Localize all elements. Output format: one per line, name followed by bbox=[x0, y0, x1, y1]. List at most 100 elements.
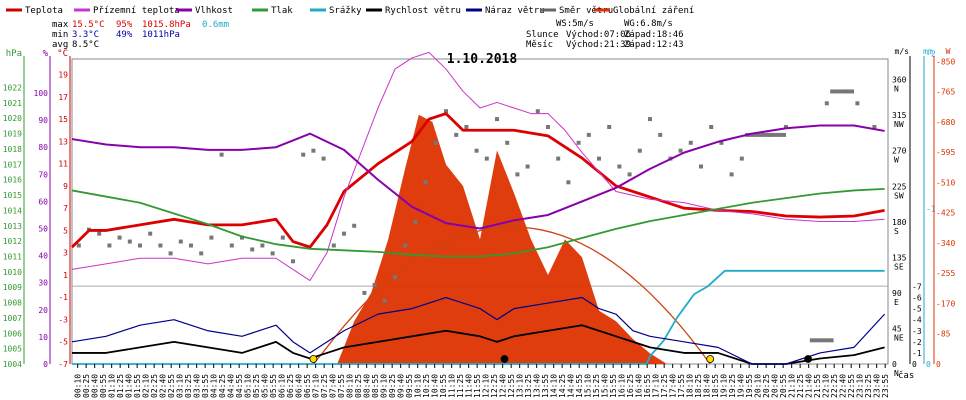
wind-direction-point bbox=[301, 152, 306, 157]
left-tick-label: 5 bbox=[63, 226, 68, 235]
wind-direction-point bbox=[607, 125, 612, 129]
stats-wg: WG:6.8m/s bbox=[624, 19, 673, 29]
direction-tick-name: SE bbox=[894, 262, 904, 271]
x-tick-label: 17:55 bbox=[677, 374, 686, 398]
x-tick-label: 05:25 bbox=[252, 374, 261, 398]
right-tick-label: -340 bbox=[936, 239, 955, 248]
x-tick-label: 08:25 bbox=[354, 374, 363, 398]
plot-area bbox=[71, 51, 889, 365]
left-tick-label: -7 bbox=[58, 360, 68, 369]
x-tick-label: 08:10 bbox=[346, 374, 355, 398]
right-tick-label: -6 bbox=[912, 294, 922, 303]
wind-direction-point bbox=[352, 223, 357, 228]
x-tick-label: 01:10 bbox=[108, 374, 117, 398]
legend-label: Teplota bbox=[25, 6, 63, 16]
x-tick-label: 04:10 bbox=[210, 374, 219, 398]
stats-row-label: max bbox=[52, 20, 69, 30]
left-axis-unit: hPa bbox=[6, 49, 22, 59]
wind-direction-point bbox=[311, 148, 316, 153]
series-line bbox=[71, 187, 885, 258]
x-tick-label: 08:40 bbox=[363, 374, 372, 398]
right-axis-unit: m/s bbox=[895, 47, 910, 56]
wind-direction-point bbox=[209, 235, 214, 240]
right-tick-label: -4 bbox=[912, 316, 922, 325]
left-tick-label: 1016 bbox=[3, 176, 22, 185]
x-tick-label: 09:10 bbox=[380, 374, 389, 398]
left-tick-label: 1005 bbox=[3, 345, 22, 354]
x-tick-label: 15:55 bbox=[609, 374, 618, 398]
left-tick-label: 19 bbox=[58, 71, 68, 80]
x-tick-label: 13:55 bbox=[541, 374, 550, 398]
left-axis-unit: °C bbox=[57, 49, 68, 59]
direction-tick-label: 270 bbox=[892, 147, 907, 156]
left-tick-label: 15 bbox=[58, 115, 68, 124]
direction-tick-label: 45 bbox=[892, 324, 902, 333]
x-tick-label: 10:40 bbox=[431, 374, 440, 398]
wind-direction-point bbox=[260, 243, 265, 248]
wind-direction-point bbox=[525, 164, 530, 169]
clear-sky-radiation-curve bbox=[312, 226, 711, 365]
x-tick-label: 09:40 bbox=[397, 374, 406, 398]
right-tick-label: -510 bbox=[936, 178, 955, 187]
x-tick-label: 20:55 bbox=[779, 374, 788, 398]
x-tick-label: 22:10 bbox=[822, 374, 831, 398]
x-tick-label: 00:55 bbox=[99, 374, 108, 398]
series-line bbox=[71, 124, 885, 230]
wind-direction-point bbox=[158, 243, 163, 248]
left-tick-label: 1014 bbox=[3, 206, 22, 215]
x-tick-label: 18:55 bbox=[711, 374, 720, 398]
x-tick-label: 16:10 bbox=[618, 374, 627, 398]
x-tick-label: 17:40 bbox=[669, 374, 678, 398]
legend-label: Směr větru bbox=[559, 6, 613, 16]
left-tick-label: 10 bbox=[38, 333, 48, 342]
stats-value-press: 1011hPa bbox=[142, 30, 180, 40]
left-tick-label: 100 bbox=[34, 89, 49, 98]
right-tick-label: -3 bbox=[912, 327, 922, 336]
wind-direction-point bbox=[250, 247, 255, 252]
x-tick-label: 03:55 bbox=[201, 374, 210, 398]
x-tick-label: 16:55 bbox=[643, 374, 652, 398]
wind-direction-point bbox=[872, 125, 877, 129]
wind-direction-point bbox=[515, 172, 520, 177]
wind-direction-point bbox=[739, 156, 744, 161]
wind-direction-point bbox=[505, 140, 510, 145]
left-axes: hPa1022102110201019101810171016101510141… bbox=[3, 49, 71, 369]
x-tick-label: 14:55 bbox=[575, 374, 584, 398]
stats-value-rain: 0.6mm bbox=[202, 20, 229, 30]
right-tick-label: -425 bbox=[936, 209, 955, 218]
x-tick-label: 15:40 bbox=[601, 374, 610, 398]
wind-direction-point bbox=[474, 148, 479, 153]
x-tick-label: 19:10 bbox=[720, 374, 729, 398]
stats-panel: max 15.5°C 95% 1015.8hPa 0.6mm min 3.3°C 49% 101… bbox=[52, 19, 684, 50]
wind-direction-point bbox=[454, 132, 459, 137]
x-tick-label: 13:40 bbox=[533, 374, 542, 398]
wind-direction-point bbox=[709, 125, 714, 129]
x-tick-label: 07:55 bbox=[337, 374, 346, 398]
direction-tick-label: 360 bbox=[892, 76, 907, 85]
series-line bbox=[72, 269, 885, 365]
wind-direction-point bbox=[168, 251, 173, 256]
x-tick-label: 18:25 bbox=[694, 374, 703, 398]
x-tick-label: 04:40 bbox=[227, 374, 236, 398]
wind-direction-point bbox=[178, 239, 183, 244]
x-tick-label: 01:25 bbox=[116, 374, 125, 398]
right-tick-label: 0 bbox=[936, 360, 941, 369]
sun-label: Slunce bbox=[526, 30, 559, 40]
wind-direction-point bbox=[586, 132, 591, 137]
legend-label: Přízemní teplota bbox=[93, 6, 180, 16]
wind-direction-point bbox=[855, 101, 860, 106]
right-tick-label: -595 bbox=[936, 148, 955, 157]
right-tick-label: -1 bbox=[926, 205, 936, 214]
left-tick-label: 1018 bbox=[3, 145, 22, 154]
x-tick-label: 14:10 bbox=[550, 374, 559, 398]
wind-direction-point bbox=[617, 164, 622, 169]
chart-title: 1.10.2018 bbox=[447, 52, 518, 67]
x-tick-label: 15:25 bbox=[592, 374, 601, 398]
wind-direction-point bbox=[372, 283, 377, 287]
stats-ws: WS:5m/s bbox=[556, 19, 594, 29]
left-tick-label: 9 bbox=[63, 182, 68, 191]
left-tick-label: 1 bbox=[63, 271, 68, 280]
right-tick-label: -850 bbox=[936, 57, 955, 66]
x-tick-label: 12:55 bbox=[507, 374, 516, 398]
